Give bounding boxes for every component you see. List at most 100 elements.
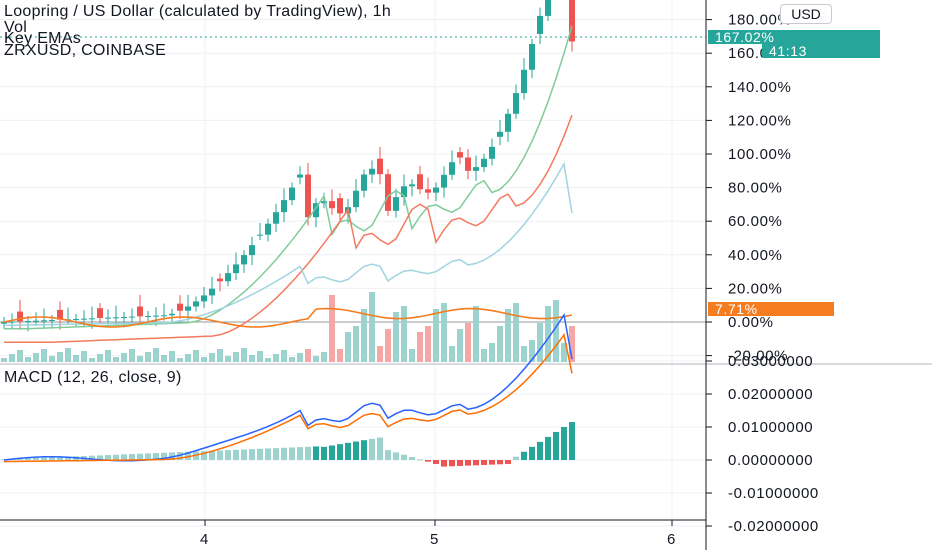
macd-histogram-bar — [297, 447, 303, 460]
volume-bar — [105, 350, 111, 362]
macd-histogram-bar — [345, 442, 351, 460]
candle-body — [241, 255, 247, 265]
macd-histogram-bar — [145, 453, 151, 460]
volume-bar — [553, 300, 559, 362]
volume-bar — [241, 348, 247, 362]
macd-histogram-bar — [537, 441, 543, 460]
macd-histogram-bar — [273, 448, 279, 460]
countdown-badge: 41:13 — [769, 43, 807, 59]
macd-histogram-bar — [441, 460, 447, 467]
volume-bar — [321, 352, 327, 362]
price-tick-label: 80.00% — [728, 180, 782, 197]
volume-bar — [265, 358, 271, 362]
candle-body — [361, 174, 367, 191]
macd-histogram-bar — [313, 446, 319, 460]
macd-tick-label: 0.00000000 — [728, 452, 813, 469]
volume-bar — [545, 306, 551, 362]
volume-bar — [73, 355, 79, 362]
macd-histogram-bar — [305, 446, 311, 460]
volume-bar — [385, 329, 391, 362]
candle-body — [129, 316, 135, 318]
compare-symbol-legend[interactable]: ZRXUSD, COINBASE — [4, 42, 167, 59]
volume-bar — [345, 332, 351, 362]
candle-body — [17, 311, 23, 322]
macd-histogram-bar — [65, 456, 71, 460]
volume-bar — [97, 354, 103, 362]
price-tick-label: 20.00% — [728, 280, 782, 297]
candle-body — [1, 322, 7, 324]
macd-histogram-bar — [17, 458, 23, 460]
volume-bar — [257, 351, 263, 362]
volume-bar — [169, 351, 175, 362]
price-tick-label: 140.00% — [728, 79, 791, 96]
last-price-badge: 167.02% — [715, 29, 774, 45]
macd-tick-label: -0.02000000 — [728, 518, 819, 535]
volume-bar — [225, 356, 231, 362]
volume-bar — [289, 357, 295, 362]
candle-body — [177, 303, 183, 311]
volume-bar — [297, 353, 303, 362]
currency-button[interactable]: USD — [780, 4, 832, 24]
candle-body — [481, 158, 487, 168]
candle-body — [217, 278, 223, 282]
volume-bar — [457, 329, 463, 362]
macd-histogram-bar — [529, 446, 535, 460]
candle-body — [193, 301, 199, 307]
macd-histogram-bar — [377, 437, 383, 460]
macd-histogram-bar — [513, 456, 519, 460]
macd-histogram-bar — [481, 460, 487, 465]
volume-bar — [185, 354, 191, 362]
ema-short-line — [4, 25, 573, 330]
candle-body — [489, 146, 495, 159]
candle-body — [105, 317, 111, 319]
candle-body — [473, 167, 479, 171]
ema-legend[interactable]: Key EMAs — [4, 30, 82, 47]
candle-body — [185, 306, 191, 311]
macd-tick-label: 0.01000000 — [728, 419, 813, 436]
macd-histogram-bar — [449, 460, 455, 467]
macd-line — [3, 313, 573, 462]
macd-legend[interactable]: MACD (12, 26, close, 9) — [4, 369, 182, 386]
macd-histogram-bar — [89, 455, 95, 460]
volume-bar — [521, 346, 527, 362]
macd-histogram-bar — [393, 452, 399, 460]
volume-bar — [65, 348, 71, 362]
price-tick-label: 60.00% — [728, 213, 782, 230]
volume-bar — [201, 357, 207, 362]
volume-bar — [305, 349, 311, 362]
volume-bar — [217, 349, 223, 362]
candle-body — [497, 131, 503, 137]
volume-bar — [561, 343, 567, 362]
macd-histogram-bar — [153, 453, 159, 460]
macd-histogram-bar — [337, 444, 343, 460]
macd-histogram-bar — [401, 454, 407, 460]
candle-body — [225, 273, 231, 282]
macd-histogram-bar — [385, 450, 391, 460]
volume-bar — [121, 353, 127, 362]
compare-value-badge-bg — [708, 302, 834, 316]
macd-histogram-bar — [569, 422, 575, 460]
macd-histogram-bar — [505, 460, 511, 464]
candle-body — [41, 320, 47, 322]
price-tick-label: -20.00% — [728, 348, 788, 365]
volume-bar — [57, 352, 63, 362]
candle-body — [449, 162, 455, 175]
chart-title: Loopring / US Dollar (calculated by Trad… — [4, 3, 392, 20]
price-tick-label: 120.00% — [728, 112, 791, 129]
macd-histogram-bar — [201, 451, 207, 460]
candle-body — [257, 234, 263, 236]
macd-histogram-bar — [425, 460, 431, 462]
volume-bar — [569, 326, 575, 362]
macd-histogram-bar — [329, 445, 335, 460]
ema-mid-line — [4, 114, 573, 343]
volume-bar — [41, 349, 47, 362]
macd-histogram-bar — [281, 447, 287, 460]
volume-bar — [513, 303, 519, 362]
candle-body — [297, 174, 303, 178]
volume-bar — [497, 326, 503, 362]
candle-body — [97, 308, 103, 318]
candle-body — [337, 198, 343, 214]
candle-body — [49, 319, 55, 321]
volume-legend[interactable]: Vol — [4, 19, 28, 36]
